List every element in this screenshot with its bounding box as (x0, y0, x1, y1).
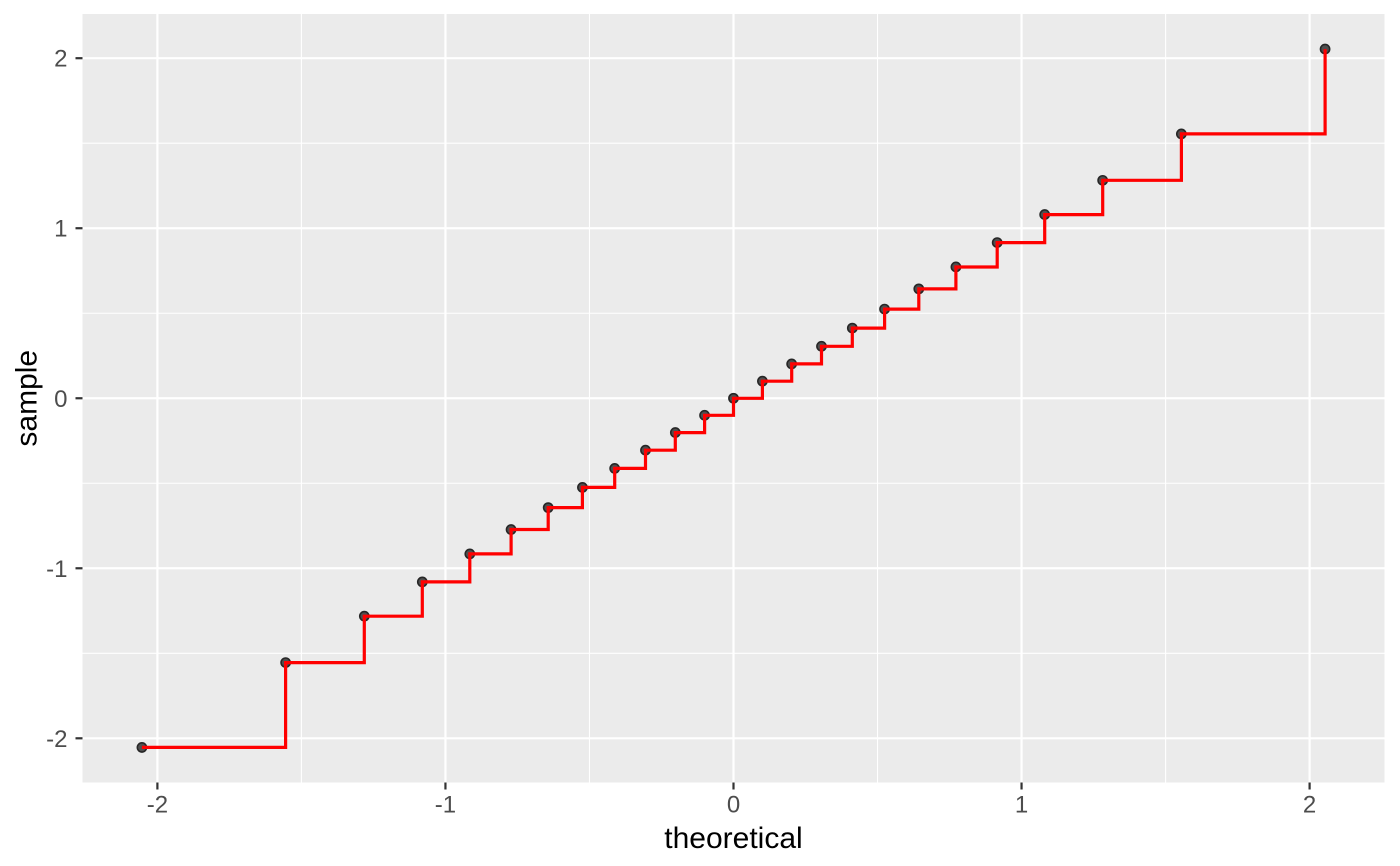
x-tick-label: 0 (727, 792, 740, 819)
y-tick-label: 1 (54, 216, 67, 243)
y-tick-label: -1 (46, 556, 67, 583)
axis-layer: -2 -1 0 1 2 -2 -1 0 1 2 (46, 46, 1316, 819)
y-tick-label: 2 (54, 46, 67, 73)
y-tick-label: 0 (54, 386, 67, 413)
y-tick-label: -2 (46, 726, 67, 753)
x-tick-label: -1 (435, 792, 456, 819)
y-axis-title: sample (11, 350, 44, 447)
step-line (141, 49, 1327, 749)
x-tick-label: 1 (1015, 792, 1028, 819)
data-layer (136, 43, 1331, 753)
x-axis-title: theoretical (664, 822, 802, 855)
x-tick-label: 2 (1303, 792, 1316, 819)
x-tick-label: -2 (147, 792, 168, 819)
